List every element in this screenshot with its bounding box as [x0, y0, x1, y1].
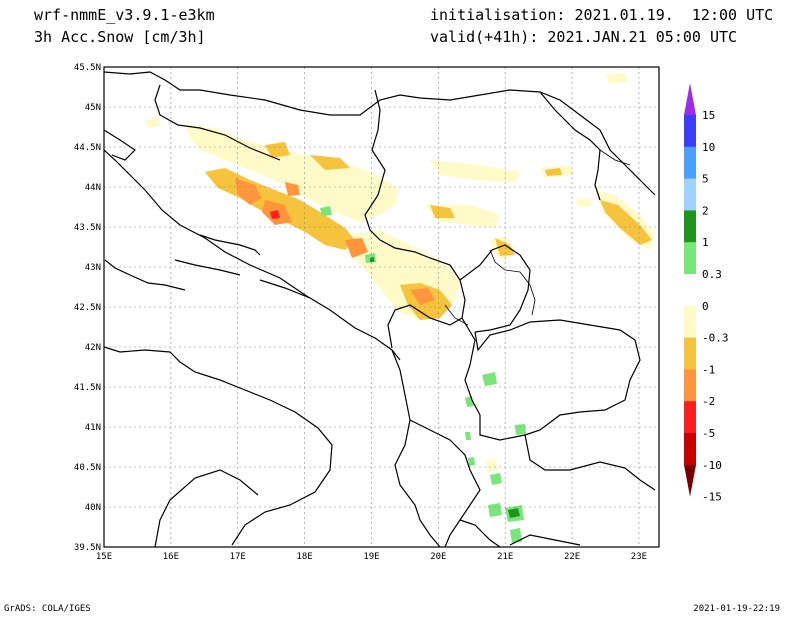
lat-label: 40N — [85, 503, 101, 513]
model-name: wrf-nmmE_v3.9.1-e3km — [34, 6, 215, 24]
valid-time: valid(+41h): 2021.JAN.21 05:00 UTC — [430, 28, 738, 46]
lon-label: 18E — [296, 552, 312, 562]
map-frame — [103, 66, 660, 548]
init-time: initialisation: 2021.01.19. 12:00 UTC — [430, 6, 774, 24]
footer-credit: GrADS: COLA/IGES — [4, 604, 91, 614]
colorbar-swatch — [684, 146, 696, 180]
lat-label: 45.5N — [74, 63, 101, 73]
colorbar-label: 0 — [702, 300, 709, 313]
lon-label: 23E — [631, 552, 647, 562]
coastlines-and-borders — [104, 71, 656, 547]
longitude-labels: 15E 16E 17E 18E 19E 20E 21E 22E 23E — [96, 552, 647, 562]
colorbar-swatch — [684, 274, 696, 307]
colorbar-swatch — [684, 337, 696, 370]
lat-label: 44N — [85, 183, 101, 193]
colorbar-label: -10 — [702, 459, 722, 472]
colorbar-label: -15 — [702, 491, 722, 504]
colorbar-swatch — [684, 178, 696, 211]
map-area — [104, 67, 659, 547]
lon-label: 16E — [163, 552, 179, 562]
lat-label: 42N — [85, 343, 101, 353]
lat-label: 41N — [85, 423, 101, 433]
colorbar-label: -0.3 — [702, 332, 729, 345]
colorbar-swatch — [684, 115, 696, 148]
snow-heavy-areas — [235, 178, 435, 305]
lon-label: 15E — [96, 552, 112, 562]
lat-label: 40.5N — [74, 463, 101, 473]
colorbar-label: 1 — [702, 236, 709, 249]
lon-label: 21E — [497, 552, 513, 562]
grid-lines — [104, 67, 659, 547]
colorbar-swatch — [684, 242, 696, 275]
snow-extreme-areas — [270, 210, 280, 219]
colorbar-label: 0.3 — [702, 268, 722, 281]
colorbar-label: 10 — [702, 141, 715, 154]
latitude-labels: 45.5N 45N 44.5N 44N 43.5N 43N 42.5N 42N 41.5N 41N… — [74, 63, 101, 553]
lat-label: 43N — [85, 263, 101, 273]
colorbar-swatch — [684, 210, 696, 243]
melt-strong-areas — [370, 257, 520, 518]
lat-label: 43.5N — [74, 223, 101, 233]
colorbar-swatch — [684, 401, 696, 434]
lon-label: 20E — [430, 552, 446, 562]
colorbar: 15 10 5 2 1 0.3 0 -0.3 -1 -2 -5 -10 -15 — [684, 83, 729, 504]
colorbar-label: 2 — [702, 204, 709, 217]
colorbar-label: 15 — [702, 109, 715, 122]
colorbar-label: 5 — [702, 173, 709, 186]
colorbar-bottom-arrow — [684, 464, 696, 497]
colorbar-top-arrow — [684, 83, 696, 115]
lon-label: 19E — [363, 552, 379, 562]
lon-label: 22E — [564, 552, 580, 562]
footer-date: 2021-01-19-22:19 — [693, 604, 780, 614]
lat-label: 44.5N — [74, 143, 101, 153]
colorbar-swatch — [684, 433, 696, 466]
colorbar-swatch — [684, 305, 696, 339]
lat-label: 42.5N — [74, 303, 101, 313]
colorbar-label: -2 — [702, 395, 715, 408]
lon-label: 17E — [230, 552, 246, 562]
colorbar-label: -5 — [702, 427, 715, 440]
colorbar-label: -1 — [702, 363, 715, 376]
field-name: 3h Acc.Snow [cm/3h] — [34, 28, 206, 46]
lat-label: 45N — [85, 103, 101, 113]
lat-label: 41.5N — [74, 383, 101, 393]
melt-areas — [320, 206, 526, 543]
lat-label: 39.5N — [74, 543, 101, 553]
colorbar-swatch — [684, 369, 696, 402]
country-borders-dense — [444, 149, 631, 326]
